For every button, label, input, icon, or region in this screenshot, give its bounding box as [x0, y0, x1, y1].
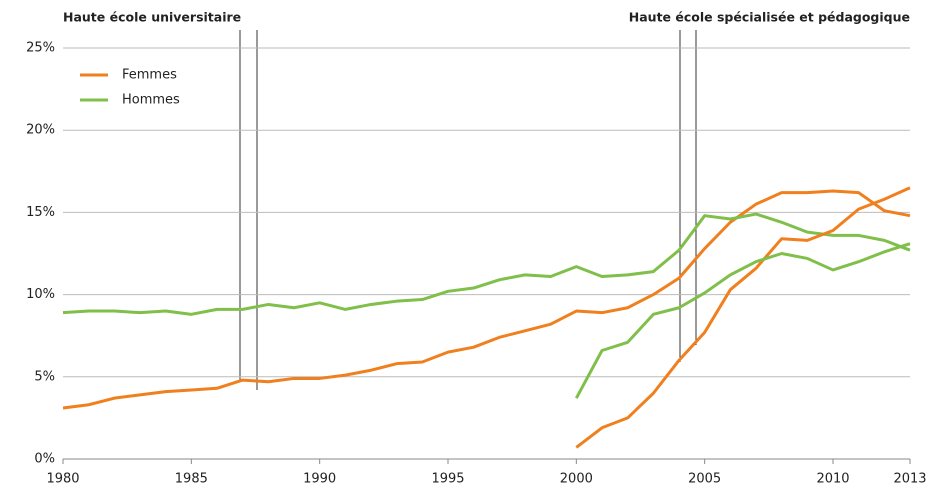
x-tick-label: 1980 [46, 472, 79, 487]
legend-label: Femmes [122, 68, 177, 83]
series-line [575, 242, 911, 399]
annotation: Haute école spécialisée et pédagogique [629, 10, 910, 25]
legend-label: Hommes [122, 93, 180, 108]
series-line [62, 189, 911, 410]
series-line [62, 212, 911, 316]
x-tick-label: 2005 [688, 472, 721, 487]
x-tick-label: 1995 [431, 472, 464, 487]
x-tick-label: 1985 [175, 472, 208, 487]
series-line [575, 186, 911, 449]
y-tick-label: 20% [26, 123, 55, 138]
y-tick-label: 0% [34, 452, 55, 467]
x-tick-label: 2013 [893, 472, 926, 487]
y-tick-label: 15% [26, 205, 55, 220]
x-tick-label: 2000 [560, 472, 593, 487]
annotation: Haute école universitaire [63, 10, 241, 25]
x-tick-label: 2010 [816, 472, 849, 487]
x-tick-label: 1990 [303, 472, 336, 487]
y-tick-label: 10% [26, 287, 55, 302]
y-tick-label: 25% [26, 41, 55, 56]
y-tick-label: 5% [34, 369, 55, 384]
